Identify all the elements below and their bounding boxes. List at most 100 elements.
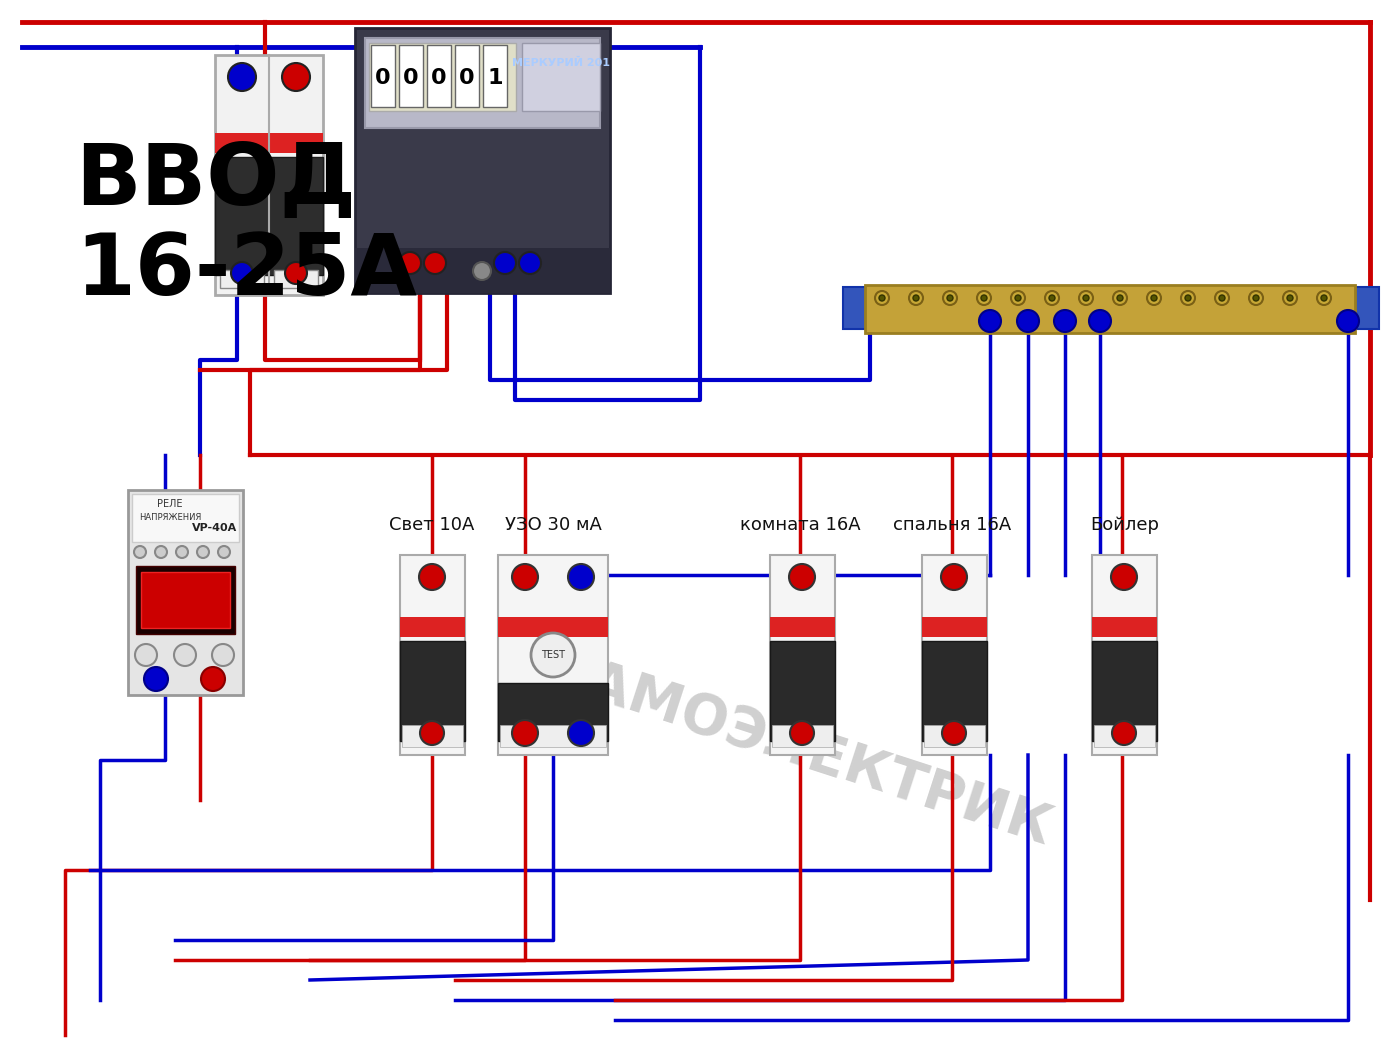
- FancyBboxPatch shape: [1092, 641, 1158, 741]
- FancyBboxPatch shape: [924, 725, 985, 747]
- Circle shape: [1321, 295, 1328, 301]
- FancyBboxPatch shape: [428, 45, 451, 107]
- Circle shape: [520, 252, 540, 274]
- FancyBboxPatch shape: [499, 683, 607, 741]
- Circle shape: [174, 644, 196, 666]
- Circle shape: [568, 564, 593, 590]
- Text: САМОЭЛЕКТРИК: САМОЭЛЕКТРИК: [542, 643, 1059, 857]
- Circle shape: [1283, 291, 1297, 305]
- FancyBboxPatch shape: [398, 45, 423, 107]
- Circle shape: [875, 291, 889, 305]
- Circle shape: [1011, 291, 1025, 305]
- Circle shape: [1113, 291, 1127, 305]
- Circle shape: [1250, 291, 1263, 305]
- Circle shape: [1316, 291, 1330, 305]
- Circle shape: [942, 564, 967, 590]
- Circle shape: [1082, 295, 1089, 301]
- FancyBboxPatch shape: [1092, 555, 1158, 755]
- Circle shape: [1215, 291, 1229, 305]
- FancyBboxPatch shape: [355, 248, 610, 293]
- Circle shape: [531, 632, 575, 677]
- Circle shape: [419, 564, 444, 590]
- FancyBboxPatch shape: [499, 617, 607, 637]
- Circle shape: [421, 721, 444, 745]
- Circle shape: [212, 644, 234, 666]
- FancyBboxPatch shape: [215, 55, 323, 295]
- FancyBboxPatch shape: [922, 555, 988, 755]
- FancyBboxPatch shape: [403, 725, 462, 747]
- FancyBboxPatch shape: [772, 725, 833, 747]
- Circle shape: [513, 720, 538, 746]
- Circle shape: [1151, 295, 1158, 301]
- Circle shape: [423, 252, 446, 274]
- FancyBboxPatch shape: [1094, 725, 1155, 747]
- FancyBboxPatch shape: [400, 641, 465, 741]
- Circle shape: [1055, 311, 1075, 332]
- Circle shape: [281, 63, 311, 91]
- Circle shape: [398, 252, 421, 274]
- FancyBboxPatch shape: [400, 617, 465, 637]
- Circle shape: [135, 644, 157, 666]
- Circle shape: [947, 295, 953, 301]
- Text: УЗО 30 мА: УЗО 30 мА: [504, 516, 602, 534]
- Circle shape: [143, 667, 169, 691]
- Circle shape: [1017, 311, 1039, 332]
- FancyBboxPatch shape: [922, 641, 988, 741]
- Text: 0: 0: [460, 68, 475, 88]
- Text: 0: 0: [375, 68, 391, 88]
- Text: НАПРЯЖЕНИЯ: НАПРЯЖЕНИЯ: [139, 513, 201, 521]
- FancyBboxPatch shape: [371, 45, 396, 107]
- Text: Бойлер: Бойлер: [1091, 516, 1159, 534]
- Text: ВВОД: ВВОД: [75, 140, 357, 223]
- Circle shape: [1080, 291, 1094, 305]
- Text: РЕЛЕ: РЕЛЕ: [157, 499, 182, 508]
- FancyBboxPatch shape: [128, 490, 242, 695]
- Text: 16-25А: 16-25А: [75, 230, 417, 313]
- FancyBboxPatch shape: [137, 566, 235, 634]
- Circle shape: [1185, 295, 1191, 301]
- Text: VP-40A: VP-40A: [192, 523, 237, 534]
- Circle shape: [217, 546, 230, 559]
- FancyBboxPatch shape: [499, 555, 607, 755]
- FancyBboxPatch shape: [355, 28, 610, 293]
- Circle shape: [1146, 291, 1160, 305]
- Circle shape: [1089, 311, 1112, 332]
- Circle shape: [1049, 295, 1055, 301]
- Circle shape: [134, 546, 146, 559]
- FancyBboxPatch shape: [215, 157, 323, 275]
- Circle shape: [228, 63, 256, 91]
- Circle shape: [1112, 721, 1137, 745]
- Circle shape: [976, 291, 990, 305]
- Text: Свет 10А: Свет 10А: [389, 516, 475, 534]
- FancyBboxPatch shape: [843, 287, 866, 329]
- FancyBboxPatch shape: [1355, 287, 1379, 329]
- FancyBboxPatch shape: [770, 641, 834, 741]
- Text: МЕРКУРИЙ 201: МЕРКУРИЙ 201: [513, 58, 610, 68]
- Circle shape: [513, 564, 538, 590]
- Circle shape: [910, 291, 924, 305]
- Circle shape: [879, 295, 885, 301]
- Circle shape: [568, 720, 593, 746]
- Circle shape: [201, 667, 226, 691]
- Circle shape: [942, 721, 965, 745]
- Circle shape: [196, 546, 209, 559]
- FancyBboxPatch shape: [522, 43, 600, 111]
- FancyBboxPatch shape: [500, 725, 606, 747]
- Text: спальня 16А: спальня 16А: [893, 516, 1011, 534]
- Circle shape: [1015, 295, 1021, 301]
- FancyBboxPatch shape: [770, 555, 834, 755]
- FancyBboxPatch shape: [369, 43, 515, 111]
- FancyBboxPatch shape: [141, 572, 230, 628]
- Circle shape: [1252, 295, 1259, 301]
- Circle shape: [981, 295, 988, 301]
- FancyBboxPatch shape: [483, 45, 507, 107]
- Circle shape: [495, 252, 515, 274]
- FancyBboxPatch shape: [220, 270, 265, 288]
- Circle shape: [1219, 295, 1224, 301]
- Text: TEST: TEST: [540, 650, 566, 660]
- Text: комната 16А: комната 16А: [740, 516, 861, 534]
- Text: 0: 0: [432, 68, 447, 88]
- Circle shape: [231, 262, 254, 284]
- Circle shape: [155, 546, 167, 559]
- Circle shape: [1117, 295, 1123, 301]
